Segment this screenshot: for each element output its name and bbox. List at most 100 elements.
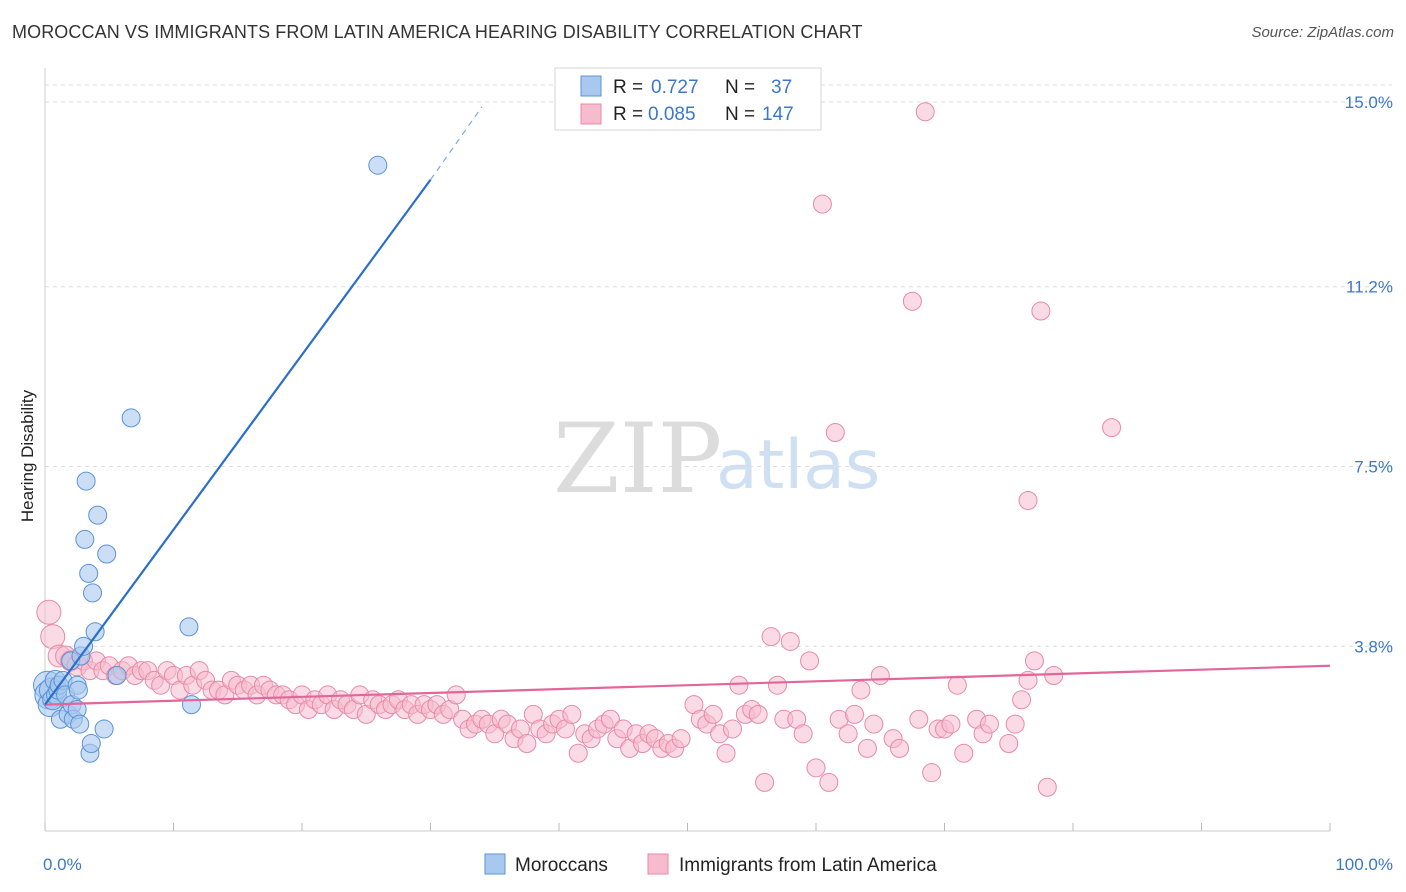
point-immigrants-112 <box>761 627 781 647</box>
x-ticks <box>44 823 1331 831</box>
point-immigrants-139 <box>947 675 967 695</box>
point-immigrants-144 <box>999 734 1019 754</box>
point-immigrants-82 <box>562 704 582 724</box>
point-moroccans-26 <box>81 734 101 754</box>
y-tick-label-1: 7.5% <box>1354 458 1393 477</box>
point-immigrants-127 <box>857 738 877 758</box>
point-moroccans-31 <box>97 544 117 564</box>
legend-n-label-2: N = <box>725 104 755 125</box>
point-immigrants-140 <box>954 743 974 763</box>
point-immigrants-146 <box>1012 690 1032 710</box>
legend-n-value-1: 37 <box>771 77 792 98</box>
point-moroccans-24 <box>79 563 99 583</box>
bottom-legend-swatch-moroccans <box>484 853 506 875</box>
point-immigrants-99 <box>671 729 691 749</box>
trend-lines <box>44 106 1331 706</box>
point-immigrants-121 <box>819 772 839 792</box>
watermark-atlas: atlas <box>716 426 880 505</box>
point-immigrants-132 <box>902 291 922 311</box>
point-immigrants-152 <box>1044 665 1064 685</box>
point-immigrants-124 <box>838 724 858 744</box>
gridlines <box>45 84 1392 647</box>
point-immigrants-122 <box>825 422 845 442</box>
legend-r-label-2: R = <box>613 104 643 125</box>
x-tick-label-max: 100.0% <box>1335 855 1393 874</box>
y-tick-label-0: 3.8% <box>1354 637 1393 656</box>
point-immigrants-113 <box>767 675 787 695</box>
point-moroccans-32 <box>107 665 127 685</box>
point-immigrants-128 <box>864 714 884 734</box>
legend-r-label-1: R = <box>613 77 643 98</box>
series-immigrants-latin-america <box>36 102 1122 797</box>
correlation-legend: R = 0.727 N = 37 R = 0.085 N = 147 <box>554 67 822 131</box>
point-immigrants-126 <box>851 680 871 700</box>
bottom-legend-label-moroccans: Moroccans <box>515 855 608 876</box>
legend-r-value-1: 0.727 <box>651 77 699 98</box>
chart-title: MOROCCAN VS IMMIGRANTS FROM LATIN AMERIC… <box>12 22 863 42</box>
point-immigrants-133 <box>909 709 929 729</box>
legend-r-value-2: 0.085 <box>648 104 696 125</box>
point-immigrants-138 <box>941 714 961 734</box>
legend-n-label-1: N = <box>725 77 755 98</box>
point-immigrants-106 <box>722 719 742 739</box>
point-immigrants-145 <box>1005 714 1025 734</box>
point-moroccans-30 <box>94 719 114 739</box>
legend-swatch-moroccans <box>580 75 602 97</box>
point-immigrants-115 <box>780 631 800 651</box>
point-immigrants-107 <box>729 675 749 695</box>
bottom-legend-label-immigrants: Immigrants from Latin America <box>679 855 937 876</box>
point-immigrants-134 <box>915 102 935 122</box>
point-immigrants-153 <box>1102 418 1122 438</box>
point-moroccans-29 <box>88 505 108 525</box>
point-immigrants-83 <box>568 743 588 763</box>
point-immigrants-135 <box>922 763 942 783</box>
y-tick-label-3: 15.0% <box>1345 93 1393 112</box>
point-immigrants-129 <box>870 665 890 685</box>
point-moroccans-22 <box>75 529 95 549</box>
point-immigrants-118 <box>800 651 820 671</box>
point-immigrants-105 <box>716 743 736 763</box>
y-tick-label-2: 11.2% <box>1346 278 1393 297</box>
point-immigrants-110 <box>748 704 768 724</box>
point-immigrants-88 <box>600 709 620 729</box>
legend-swatch-immigrants <box>580 103 602 125</box>
legend-n-value-2: 147 <box>762 104 794 125</box>
x-tick-label-min: 0.0% <box>43 855 82 874</box>
watermark: ZIP atlas <box>553 403 880 515</box>
point-immigrants-125 <box>845 704 865 724</box>
point-immigrants-143 <box>979 714 999 734</box>
y-axis-title: Hearing Disability <box>18 389 37 522</box>
point-moroccans-33 <box>121 408 141 428</box>
point-immigrants-103 <box>703 704 723 724</box>
point-moroccans-21 <box>74 636 94 656</box>
point-moroccans-27 <box>83 583 103 603</box>
point-immigrants-0 <box>36 599 62 625</box>
y-tick-labels: 3.8% 7.5% 11.2% 15.0% <box>1345 93 1393 656</box>
series-moroccans <box>33 155 388 763</box>
point-immigrants-75 <box>517 734 537 754</box>
point-immigrants-150 <box>1031 301 1051 321</box>
point-moroccans-23 <box>76 471 96 491</box>
trend-line-immigrants <box>44 664 1331 706</box>
point-moroccans-20 <box>70 714 90 734</box>
chart-source: Source: ZipAtlas.com <box>1251 24 1394 41</box>
series-legend: Moroccans Immigrants from Latin America <box>484 853 937 876</box>
point-immigrants-151 <box>1037 777 1057 797</box>
point-immigrants-149 <box>1018 491 1038 511</box>
point-moroccans-28 <box>85 622 105 642</box>
point-immigrants-64 <box>446 685 466 705</box>
point-immigrants-120 <box>812 194 832 214</box>
point-immigrants-119 <box>806 758 826 778</box>
point-moroccans-34 <box>179 617 199 637</box>
watermark-zip: ZIP <box>553 403 722 515</box>
trend-line-moroccans <box>44 179 432 706</box>
point-moroccans-18 <box>68 680 88 700</box>
trend-line-moroccans-extension <box>430 106 483 181</box>
point-immigrants-117 <box>793 724 813 744</box>
point-moroccans-36 <box>368 155 388 175</box>
point-moroccans-35 <box>181 695 201 715</box>
bottom-legend-swatch-immigrants <box>647 853 669 875</box>
point-immigrants-148 <box>1024 651 1044 671</box>
point-immigrants-131 <box>890 738 910 758</box>
